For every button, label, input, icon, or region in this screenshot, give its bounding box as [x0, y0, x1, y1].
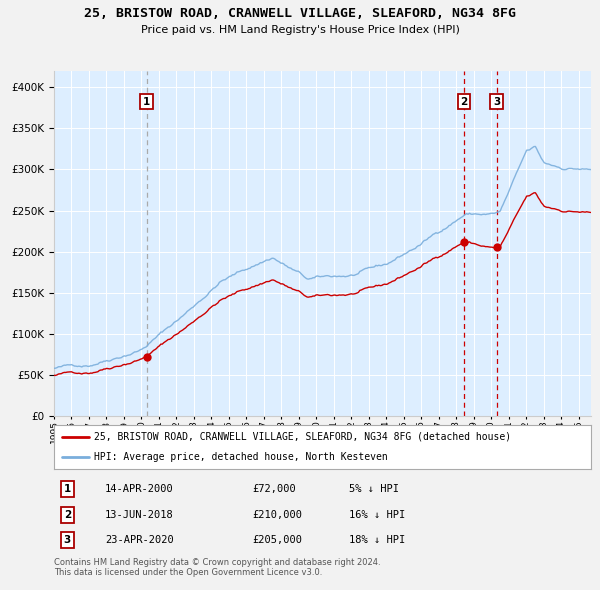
Text: 2: 2	[64, 510, 71, 520]
Text: 23-APR-2020: 23-APR-2020	[105, 535, 174, 545]
Text: 14-APR-2000: 14-APR-2000	[105, 484, 174, 494]
Text: £205,000: £205,000	[253, 535, 302, 545]
Text: 1: 1	[143, 97, 150, 107]
Text: 25, BRISTOW ROAD, CRANWELL VILLAGE, SLEAFORD, NG34 8FG: 25, BRISTOW ROAD, CRANWELL VILLAGE, SLEA…	[84, 7, 516, 20]
Text: 25, BRISTOW ROAD, CRANWELL VILLAGE, SLEAFORD, NG34 8FG (detached house): 25, BRISTOW ROAD, CRANWELL VILLAGE, SLEA…	[94, 432, 511, 442]
Text: Contains HM Land Registry data © Crown copyright and database right 2024.
This d: Contains HM Land Registry data © Crown c…	[54, 558, 380, 577]
Text: 3: 3	[493, 97, 500, 107]
Text: 3: 3	[64, 535, 71, 545]
Text: £210,000: £210,000	[253, 510, 302, 520]
Text: 18% ↓ HPI: 18% ↓ HPI	[349, 535, 406, 545]
Text: £72,000: £72,000	[253, 484, 296, 494]
Text: 2: 2	[461, 97, 468, 107]
Text: Price paid vs. HM Land Registry's House Price Index (HPI): Price paid vs. HM Land Registry's House …	[140, 25, 460, 35]
Text: 5% ↓ HPI: 5% ↓ HPI	[349, 484, 400, 494]
Text: 13-JUN-2018: 13-JUN-2018	[105, 510, 174, 520]
Text: 1: 1	[64, 484, 71, 494]
Text: HPI: Average price, detached house, North Kesteven: HPI: Average price, detached house, Nort…	[94, 452, 388, 462]
Text: 16% ↓ HPI: 16% ↓ HPI	[349, 510, 406, 520]
